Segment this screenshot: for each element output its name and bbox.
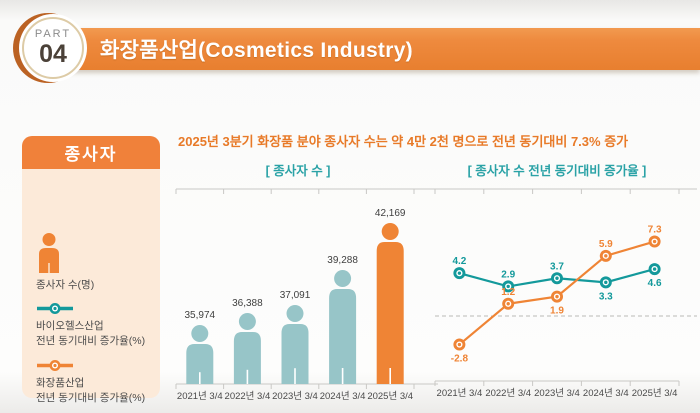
header-banner: 화장품산업(Cosmetics Industry) xyxy=(42,28,700,70)
svg-text:37,091: 37,091 xyxy=(280,290,311,301)
legend-workers-label: 종사자 수(명) xyxy=(36,279,95,291)
svg-text:2021년 3/4: 2021년 3/4 xyxy=(177,391,223,402)
legend-card: 종사자 종사자 수(명) 바이오헬스산업 전년 동기대비 증가율(%) xyxy=(22,136,160,404)
svg-text:1.9: 1.9 xyxy=(550,306,564,317)
growth-rate-line-chart: 2021년 3/4 2022년 3/4 2023년 3/4 2024년 3/4 2025… xyxy=(434,188,697,399)
svg-text:35,974: 35,974 xyxy=(185,310,216,321)
svg-text:5.9: 5.9 xyxy=(599,239,613,250)
svg-text:4.2: 4.2 xyxy=(452,256,466,267)
svg-text:2024년 3/4: 2024년 3/4 xyxy=(320,391,366,402)
svg-text:2.9: 2.9 xyxy=(501,269,515,280)
workers-count-pictogram-chart: 35,974 2021년 3/4 36,388 2022년 3/4 37,091 2023… xyxy=(175,188,438,402)
svg-text:36,388: 36,388 xyxy=(232,298,263,309)
page-title: 화장품산업(Cosmetics Industry) xyxy=(100,39,413,62)
svg-text:2025년 3/4: 2025년 3/4 xyxy=(632,388,678,399)
svg-text:7.3: 7.3 xyxy=(648,225,662,236)
part-badge: PART 04 xyxy=(22,17,84,79)
part-badge-number: 04 xyxy=(39,40,67,68)
growth-chart-title: [ 종사자 수 전년 동기대비 증가율 ] xyxy=(467,164,647,178)
legend-cosmetics-line1: 화장품산업 xyxy=(36,376,85,389)
legend-cosmetics-label: 화장품산업 전년 동기대비 증가율(%) xyxy=(36,376,150,406)
legend-biohealth-label: 바이오헬스산업 전년 동기대비 증가율(%) xyxy=(36,319,150,349)
svg-text:2021년 3/4: 2021년 3/4 xyxy=(437,388,483,399)
legend-card-body: 종사자 수(명) 바이오헬스산업 전년 동기대비 증가율(%) 화장품산업 전년… xyxy=(22,169,160,404)
svg-text:2022년 3/4: 2022년 3/4 xyxy=(225,391,271,402)
svg-text:3.3: 3.3 xyxy=(599,291,613,302)
svg-text:-2.8: -2.8 xyxy=(451,354,469,365)
svg-text:39,288: 39,288 xyxy=(327,255,358,266)
key-finding-headline: 2025년 3분기 화장품 분야 종사자 수는 약 4만 2천 명으로 전년 동… xyxy=(178,134,629,149)
svg-text:4.6: 4.6 xyxy=(648,278,662,289)
svg-text:2024년 3/4: 2024년 3/4 xyxy=(583,388,629,399)
person-icon xyxy=(39,233,59,273)
cosmetics-line-marker-icon xyxy=(37,359,73,371)
legend-card-title: 종사자 xyxy=(22,136,160,169)
svg-text:1.2: 1.2 xyxy=(501,287,515,298)
svg-text:2022년 3/4: 2022년 3/4 xyxy=(485,388,531,399)
svg-text:2023년 3/4: 2023년 3/4 xyxy=(272,391,318,402)
svg-text:3.7: 3.7 xyxy=(550,261,564,272)
svg-text:2025년 3/4: 2025년 3/4 xyxy=(367,391,413,402)
legend-cosmetics-line2: 전년 동기대비 증가율(%) xyxy=(36,391,146,404)
svg-text:42,169: 42,169 xyxy=(375,208,406,219)
part-badge-label: PART xyxy=(34,28,72,40)
legend-biohealth-line1: 바이오헬스산업 xyxy=(36,320,104,333)
legend-biohealth-line2: 전년 동기대비 증가율(%) xyxy=(36,335,146,348)
biohealth-line-marker-icon xyxy=(37,303,73,315)
workers-chart-title: [ 종사자 수 ] xyxy=(265,164,331,178)
svg-text:2023년 3/4: 2023년 3/4 xyxy=(534,388,580,399)
